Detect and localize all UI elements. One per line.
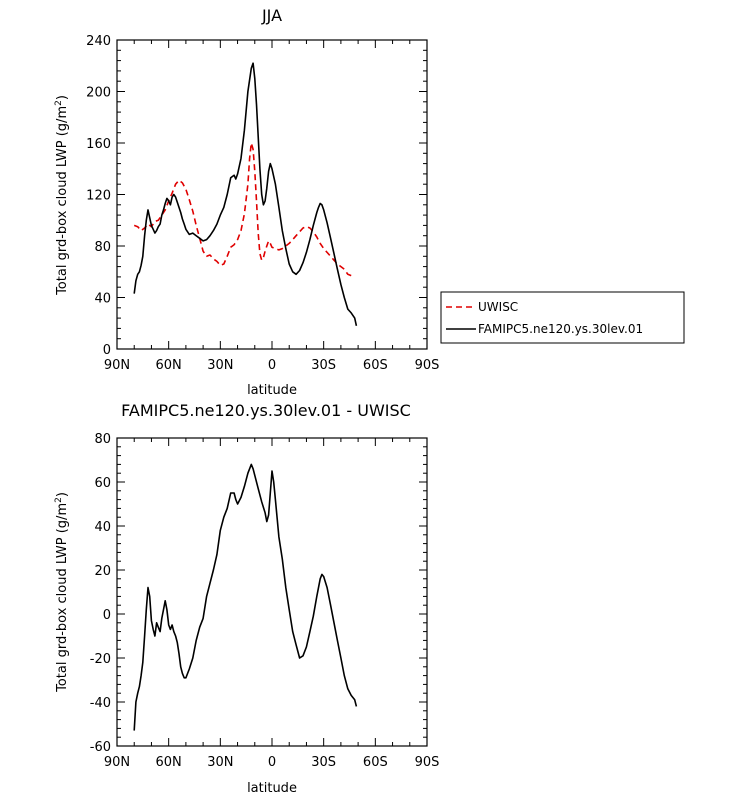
top-xtick-label: 30N [207,358,233,373]
bottom-ytick-label: -40 [90,696,111,711]
top-ylabel-exp: 2 [54,100,64,106]
top-chart-title: JJA [261,6,282,25]
bottom-ylabel-unit: (g/m [55,503,70,533]
top-xtick-label: 60N [156,358,182,373]
legend-box [440,291,685,344]
top-xtick-label: 90S [415,358,440,373]
top-xtick-label: 0 [268,358,276,373]
top-chart-frame [116,39,428,350]
bottom-ytick-label: -60 [90,740,111,755]
top-series-line-0 [133,142,352,277]
legend: UWISC FAMIPC5.ne120.ys.30lev.01 [440,291,685,344]
bottom-chart-frame [116,437,428,747]
bottom-xtick-label: 30N [207,755,233,770]
bottom-xtick-label: 90S [415,755,440,770]
bottom-chart-ylabel: Total grd-box cloud LWP (g/m2) [54,492,70,693]
bottom-xtick-label: 30S [311,755,336,770]
top-chart-panel: JJA latitude Total grd-box cloud LWP (g/… [54,6,439,398]
top-ytick-label: 240 [86,34,111,49]
top-ylabel-main: Total grd-box cloud LWP [55,140,70,296]
legend-label-famipc5: FAMIPC5.ne120.ys.30lev.01 [478,322,643,336]
bottom-ylabel-close: ) [55,492,70,497]
top-ylabel-close: ) [55,95,70,100]
bottom-ytick-label: 40 [94,520,111,535]
bottom-ytick-label: 20 [94,564,111,579]
top-ytick-label: 40 [94,292,111,307]
legend-label-uwisc: UWISC [478,300,518,314]
top-chart-xlabel: latitude [247,383,297,398]
top-ytick-label: 160 [86,137,111,152]
bottom-xtick-label: 90N [104,755,130,770]
top-ylabel-unit: (g/m [55,106,70,136]
top-ytick-label: 200 [86,86,111,101]
bottom-xtick-label: 0 [268,755,276,770]
bottom-ytick-label: 80 [94,432,111,447]
bottom-ytick-label: 60 [94,476,111,491]
bottom-series-line-0 [133,463,358,731]
bottom-xtick-label: 60S [363,755,388,770]
bottom-chart-panel: FAMIPC5.ne120.ys.30lev.01 - UWISC latitu… [54,401,439,796]
top-xtick-label: 30S [311,358,336,373]
top-ytick-label: 120 [86,189,111,204]
bottom-xtick-label: 60N [156,755,182,770]
top-ytick-label: 0 [103,343,111,358]
bottom-chart-xlabel: latitude [247,781,297,796]
top-xtick-label: 60S [363,358,388,373]
bottom-ylabel-main: Total grd-box cloud LWP [55,537,70,693]
top-series-line-1 [133,62,358,326]
bottom-ytick-label: -20 [90,652,111,667]
top-xtick-label: 90N [104,358,130,373]
top-ytick-label: 80 [94,240,111,255]
bottom-ytick-label: 0 [103,608,111,623]
bottom-ylabel-exp: 2 [54,497,64,503]
bottom-chart-title: FAMIPC5.ne120.ys.30lev.01 - UWISC [121,401,411,420]
top-chart-ylabel: Total grd-box cloud LWP (g/m2) [54,95,70,296]
